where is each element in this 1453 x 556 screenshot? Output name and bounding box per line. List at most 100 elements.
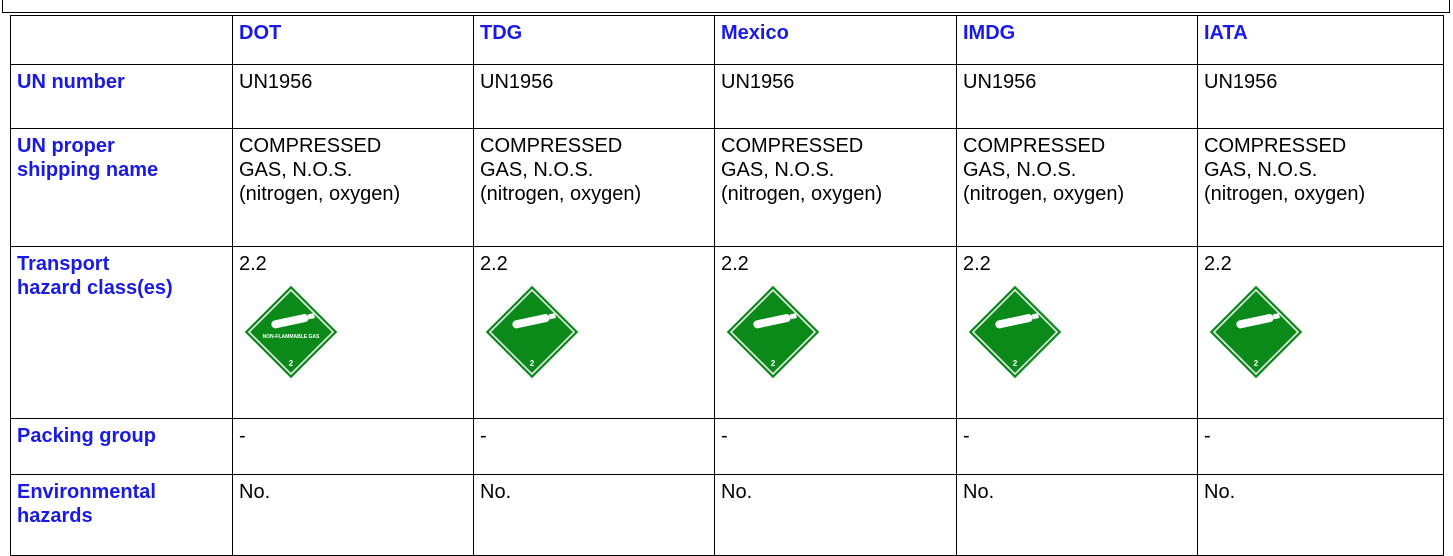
column-header: IMDG <box>956 15 1198 65</box>
gas-cylinder <box>753 314 791 329</box>
placard-text: NON-FLAMMABLE GAS <box>263 334 320 340</box>
cell: No. <box>232 474 474 556</box>
placard-border <box>729 288 817 376</box>
cell: UN1956 <box>956 64 1198 129</box>
row-label: Environmental hazards <box>10 474 233 556</box>
cell-text: - <box>721 425 728 447</box>
placard-class: 2 <box>530 359 535 368</box>
cylinder-valve <box>1031 313 1039 320</box>
cell-text: COMPRESSED GAS, N.O.S. (nitrogen, oxygen… <box>239 135 401 205</box>
header-row: DOT TDG Mexico IMDG IATA <box>10 15 1444 65</box>
cylinder-valve <box>548 313 556 320</box>
cell: UN1956 <box>714 64 957 129</box>
gas-cylinder <box>512 314 550 329</box>
row: Packing group - - - - - <box>10 418 1444 475</box>
cell-text: 2.2 <box>721 253 749 275</box>
cell: No. <box>714 474 957 556</box>
cell-text: 2.2 <box>963 253 991 275</box>
row-label: UN number <box>10 64 233 129</box>
cell-text: COMPRESSED GAS, N.O.S. (nitrogen, oxygen… <box>963 135 1125 205</box>
column-header: Mexico <box>714 15 957 65</box>
cell-text: - <box>480 425 487 447</box>
row-label: UN proper shipping name <box>10 128 233 247</box>
placard-border <box>1212 288 1300 376</box>
cell: 2.2 NON-FLAMMABLE GAS 2 <box>232 246 474 419</box>
cell-text: UN1956 <box>963 71 1037 93</box>
cell-text: No. <box>239 481 271 503</box>
cell: 2.2 2 <box>1197 246 1444 419</box>
hazard-placard: NON-FLAMMABLE GAS 2 <box>243 284 339 380</box>
cell: - <box>956 418 1198 475</box>
cell-text: - <box>963 425 970 447</box>
row: UN proper shipping name COMPRESSED GAS, N… <box>10 128 1444 247</box>
cell-text: No. <box>963 481 995 503</box>
cell: - <box>232 418 474 475</box>
placard-diamond <box>484 284 580 380</box>
gas-cylinder <box>271 314 309 329</box>
placard-class: 2 <box>1013 359 1018 368</box>
placard-diamond <box>243 284 339 380</box>
cell-text: No. <box>480 481 512 503</box>
cell-text: UN1956 <box>239 71 313 93</box>
cell: COMPRESSED GAS, N.O.S. (nitrogen, oxygen… <box>1197 128 1444 247</box>
cell: No. <box>473 474 715 556</box>
cell: COMPRESSED GAS, N.O.S. (nitrogen, oxygen… <box>714 128 957 247</box>
cell-text: - <box>1204 425 1211 447</box>
cell: - <box>1197 418 1444 475</box>
cell: No. <box>1197 474 1444 556</box>
cell-text: - <box>239 425 246 447</box>
hazard-placard: 2 <box>967 284 1063 380</box>
cell-text: UN1956 <box>1204 71 1278 93</box>
cell: COMPRESSED GAS, N.O.S. (nitrogen, oxygen… <box>473 128 715 247</box>
cell: - <box>714 418 957 475</box>
cell: 2.2 2 <box>714 246 957 419</box>
cell: UN1956 <box>232 64 474 129</box>
cell: COMPRESSED GAS, N.O.S. (nitrogen, oxygen… <box>232 128 474 247</box>
hazard-placard: 2 <box>725 284 821 380</box>
cell: UN1956 <box>473 64 715 129</box>
cell-text: 2.2 <box>239 253 267 275</box>
placard-class: 2 <box>289 359 294 368</box>
hazard-placard: 2 <box>1208 284 1304 380</box>
cell: COMPRESSED GAS, N.O.S. (nitrogen, oxygen… <box>956 128 1198 247</box>
cell-text: No. <box>1204 481 1236 503</box>
cell: UN1956 <box>1197 64 1444 129</box>
row: UN number UN1956 UN1956 UN1956 UN1956 UN1956 <box>10 64 1444 129</box>
placard-border <box>971 288 1059 376</box>
gas-cylinder <box>995 314 1033 329</box>
row-label: Packing group <box>10 418 233 475</box>
placard-border <box>488 288 576 376</box>
row: Transport hazard class(es) 2.2 NON-FLAMMAB… <box>10 246 1444 419</box>
cell: 2.2 2 <box>473 246 715 419</box>
placard-border <box>247 288 335 376</box>
cell-text: COMPRESSED GAS, N.O.S. (nitrogen, oxygen… <box>721 135 883 205</box>
hazard-placard: 2 <box>484 284 580 380</box>
placard-class: 2 <box>771 359 776 368</box>
column-header: TDG <box>473 15 715 65</box>
column-header: DOT <box>232 15 474 65</box>
cell-text: UN1956 <box>721 71 795 93</box>
cell-text: UN1956 <box>480 71 554 93</box>
placard-diamond <box>967 284 1063 380</box>
cell: - <box>473 418 715 475</box>
cylinder-valve <box>307 313 315 320</box>
cylinder-valve <box>1272 313 1280 320</box>
cell-text: 2.2 <box>480 253 508 275</box>
cylinder-valve <box>789 313 797 320</box>
cell-text: No. <box>721 481 753 503</box>
section-header-bar <box>2 0 1450 13</box>
cell-text: COMPRESSED GAS, N.O.S. (nitrogen, oxygen… <box>1204 135 1366 205</box>
cell-text: COMPRESSED GAS, N.O.S. (nitrogen, oxygen… <box>480 135 642 205</box>
corner-cell <box>10 15 233 65</box>
cell: 2.2 2 <box>956 246 1198 419</box>
row-label: Transport hazard class(es) <box>10 246 233 419</box>
cell: No. <box>956 474 1198 556</box>
placard-class: 2 <box>1254 359 1259 368</box>
transport-table: DOT TDG Mexico IMDG IATA UN number UN1956 UN195… <box>10 15 1444 556</box>
row: Environmental hazards No. No. No. No. No. <box>10 474 1444 556</box>
gas-cylinder <box>1236 314 1274 329</box>
column-header: IATA <box>1197 15 1444 65</box>
cell-text: 2.2 <box>1204 253 1232 275</box>
placard-diamond <box>725 284 821 380</box>
